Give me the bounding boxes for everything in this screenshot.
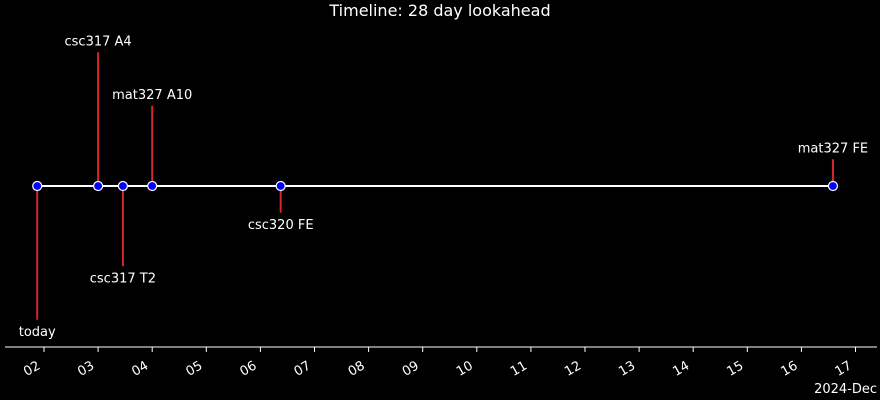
event-markers: [32, 180, 839, 192]
event-label: csc317 A4: [65, 34, 132, 49]
event-labels: today csc317 A4 csc317 T2 mat327 A10 csc320 …: [19, 34, 868, 340]
x-tick-label: 05: [183, 358, 205, 379]
x-tick-label: 11: [508, 358, 530, 379]
x-axis-unit-label: 2024-Dec: [814, 382, 877, 397]
x-tick-label: 03: [75, 358, 97, 379]
event-marker: [117, 180, 128, 192]
x-tick-label: 16: [779, 358, 801, 379]
event-label: csc320 FE: [248, 218, 314, 233]
x-tick-label: 10: [454, 358, 476, 379]
event-label: mat327 A10: [112, 88, 192, 103]
x-tick-label: 17: [833, 358, 855, 379]
x-tick-label: 12: [562, 358, 584, 379]
chart-title: Timeline: 28 day lookahead: [328, 1, 550, 20]
x-tick-label: 09: [400, 358, 422, 379]
event-marker: [147, 180, 158, 192]
event-label: csc317 T2: [90, 271, 156, 286]
x-axis-ticks: 02 03 04 05 06 07 08 09 10 11 12 13 14 15 16 17: [21, 347, 856, 380]
x-tick-label: 07: [292, 358, 314, 379]
x-tick-label: 08: [346, 358, 368, 379]
x-tick-label: 04: [129, 358, 151, 379]
x-tick-label: 15: [724, 358, 746, 379]
x-tick-label: 06: [238, 358, 260, 379]
x-tick-label: 13: [616, 358, 638, 379]
event-marker: [32, 180, 43, 192]
x-tick-label: 02: [21, 358, 43, 379]
event-marker: [275, 180, 286, 192]
event-label: mat327 FE: [798, 141, 868, 156]
event-marker: [827, 180, 839, 192]
x-tick-label: 14: [670, 358, 692, 379]
event-marker: [92, 180, 104, 192]
event-label: today: [19, 325, 56, 340]
